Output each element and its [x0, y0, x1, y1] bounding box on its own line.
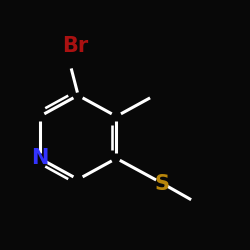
Text: N: N	[31, 148, 48, 169]
Text: S: S	[154, 174, 170, 194]
Text: Br: Br	[62, 36, 89, 56]
